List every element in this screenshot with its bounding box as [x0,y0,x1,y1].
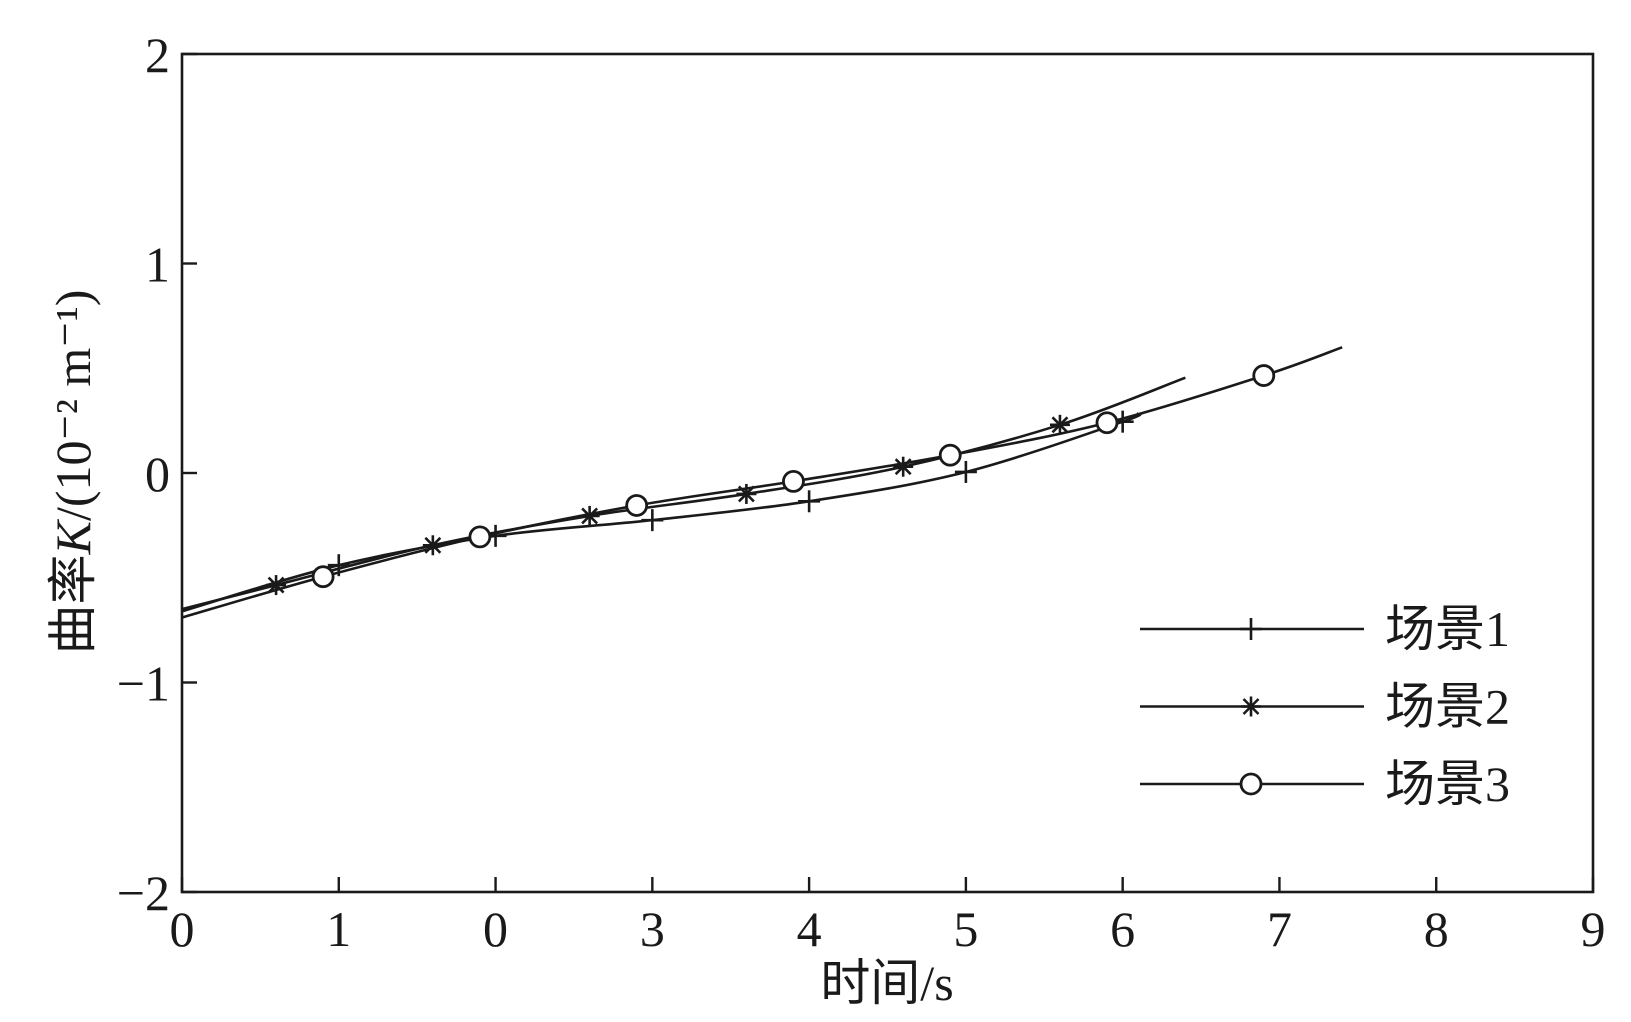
y-tick-label: 2 [145,27,170,83]
series-1-plus-marker [954,460,977,483]
legend-label: 场景1 [1385,601,1510,657]
series-layer [181,346,1343,619]
series-3-circle-marker [625,494,649,517]
legend-circle-marker [1239,772,1263,796]
x-tick-label: 8 [1424,901,1449,957]
y-axis-label: 曲率K/(10⁻² m⁻¹) [45,290,101,655]
x-tick-label: 3 [640,901,665,957]
y-axis-label-part: K [45,518,101,555]
marker-stroke [468,525,492,549]
series-2-asterisk-marker [579,505,600,526]
y-tick-label: 1 [145,237,170,293]
marker-stroke [1095,411,1119,435]
x-tick-label: 0 [170,901,195,957]
series-2-asterisk-marker [1049,414,1070,435]
marker-stroke [938,443,962,467]
y-tick-label: 0 [145,446,170,502]
axes: 0 1 0 3 4 5 6 7 8 9 2 1 0 −1 −2 [117,27,1606,957]
series-2-asterisk-marker [893,456,914,477]
x-tick-label: 7 [1267,901,1292,957]
marker-stroke [311,565,335,589]
marker-stroke [1252,364,1276,387]
series-3-circle-marker [1095,411,1119,435]
x-tick-label: 1 [326,901,351,957]
marker-stroke [1242,698,1260,715]
marker-stroke [625,494,649,517]
series-3-circle-marker [311,565,335,589]
legend-label: 场景3 [1385,756,1510,812]
legend-plus-marker [1240,618,1262,640]
legend-entry-1: 场景1 [1140,601,1510,657]
y-tick-label: −2 [117,865,170,921]
x-tick-label: 4 [797,901,822,957]
marker-stroke [1051,416,1069,434]
legend-entry-2: 场景2 [1140,679,1510,735]
plot-frame [180,52,1595,894]
legend: 场景1 场景2 场景3 [1140,601,1510,812]
series-3-circle-marker [468,525,492,549]
x-tick-label: 6 [1110,901,1135,957]
series-1-plus-marker [641,509,664,532]
y-axis-label-part: 曲率 [45,554,101,654]
legend-entry-3: 场景3 [1140,756,1510,812]
y-axis-label-part: /(10⁻² m⁻¹) [45,290,101,521]
series-3-circle-marker [938,443,962,467]
series-3-line [181,346,1343,619]
x-tick-label: 0 [483,901,508,957]
series-1-line [181,412,1142,613]
legend-label: 场景2 [1385,679,1510,735]
y-tick-label: −1 [117,656,170,712]
x-axis-label: 时间/s [820,955,953,1011]
x-tick-label: 5 [953,901,978,957]
series-3-circle-marker [782,469,805,493]
series-1-plus-marker [798,490,821,513]
marker-stroke [782,469,805,493]
series-3-circle-marker [1252,364,1276,387]
legend-asterisk-marker [1241,696,1261,717]
x-tick-label: 9 [1581,901,1606,957]
marker-stroke [1239,772,1263,796]
marker-stroke [581,507,599,525]
